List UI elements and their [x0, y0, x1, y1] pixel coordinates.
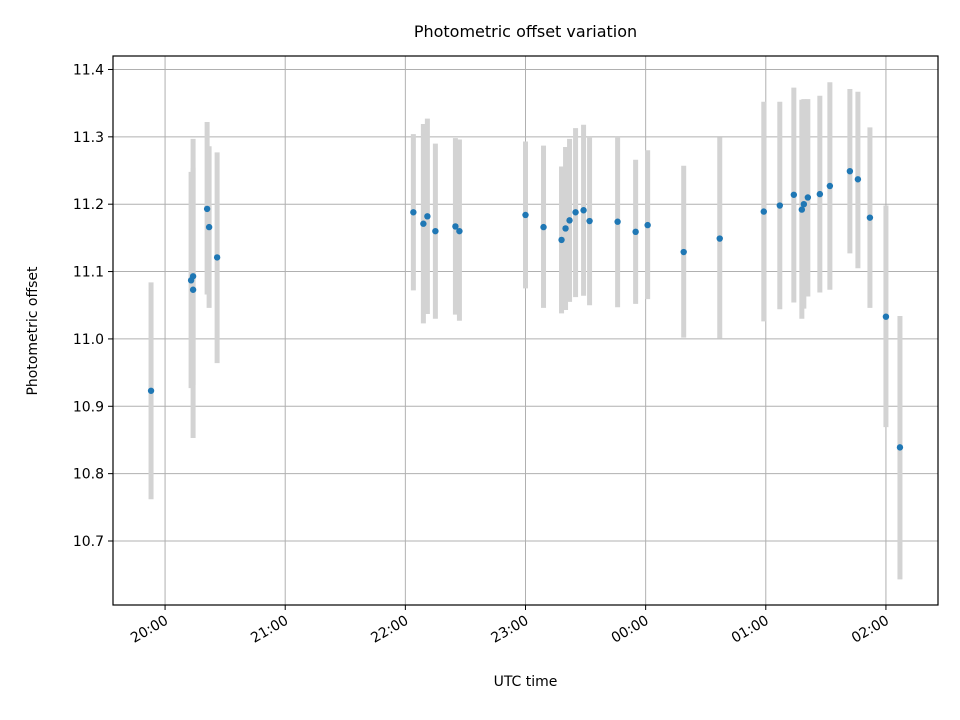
- data-point: [420, 220, 427, 227]
- data-point: [203, 205, 211, 213]
- x-tick-label: 23:00: [489, 613, 532, 647]
- axis-ticks: 20:00 21:00 22:00 23:00 00:00 01:00 02:00 10.7 1…: [73, 62, 892, 646]
- data-point: [776, 202, 784, 209]
- data-point: [716, 235, 723, 242]
- data-point: [452, 223, 459, 230]
- data-point: [410, 209, 417, 216]
- data-point: [189, 273, 197, 280]
- x-axis-label: UTC time: [493, 674, 558, 690]
- data-point: [456, 227, 463, 235]
- y-tick-label: 10.7: [73, 534, 104, 550]
- x-tick-label: 21:00: [248, 613, 291, 647]
- data-point: [798, 206, 806, 213]
- data-point: [846, 167, 854, 175]
- data-point: [800, 200, 808, 208]
- data-point: [826, 182, 834, 190]
- data-point: [432, 227, 439, 235]
- data-point: [147, 387, 155, 394]
- data-point: [580, 207, 587, 214]
- data-point: [896, 444, 904, 451]
- data-point: [566, 217, 573, 224]
- data-point: [558, 236, 565, 244]
- data-point: [882, 313, 890, 320]
- data-point: [614, 218, 621, 225]
- data-point: [790, 191, 798, 198]
- data-point: [854, 176, 862, 183]
- data-point: [632, 228, 639, 236]
- data-point: [522, 211, 529, 219]
- x-tick-label: 22:00: [368, 613, 411, 647]
- x-tick-label: 02:00: [849, 613, 892, 647]
- x-tick-label: 00:00: [609, 613, 652, 647]
- y-tick-label: 11.2: [73, 197, 104, 213]
- y-tick-label: 11.0: [73, 332, 104, 348]
- chart-title: Photometric offset variation: [413, 22, 638, 41]
- data-point: [816, 190, 824, 198]
- data-point: [424, 213, 431, 220]
- y-tick-label: 11.3: [73, 130, 104, 146]
- data-points: [147, 167, 904, 451]
- data-point: [866, 214, 874, 221]
- y-tick-label: 10.8: [73, 467, 104, 483]
- data-point: [572, 209, 579, 216]
- y-tick-label: 10.9: [73, 399, 104, 415]
- data-point: [562, 225, 569, 232]
- data-point: [760, 208, 767, 215]
- data-point: [205, 223, 213, 231]
- data-point: [644, 221, 651, 229]
- x-tick-label: 20:00: [128, 613, 171, 647]
- data-point: [189, 286, 197, 293]
- grid: [113, 56, 938, 605]
- data-point: [586, 217, 593, 225]
- y-tick-label: 11.1: [73, 265, 104, 281]
- data-point: [540, 223, 547, 231]
- data-point: [213, 254, 221, 261]
- x-tick-label: 01:00: [729, 613, 772, 647]
- data-point: [680, 248, 687, 256]
- data-point: [804, 194, 812, 201]
- y-tick-label: 11.4: [73, 62, 104, 78]
